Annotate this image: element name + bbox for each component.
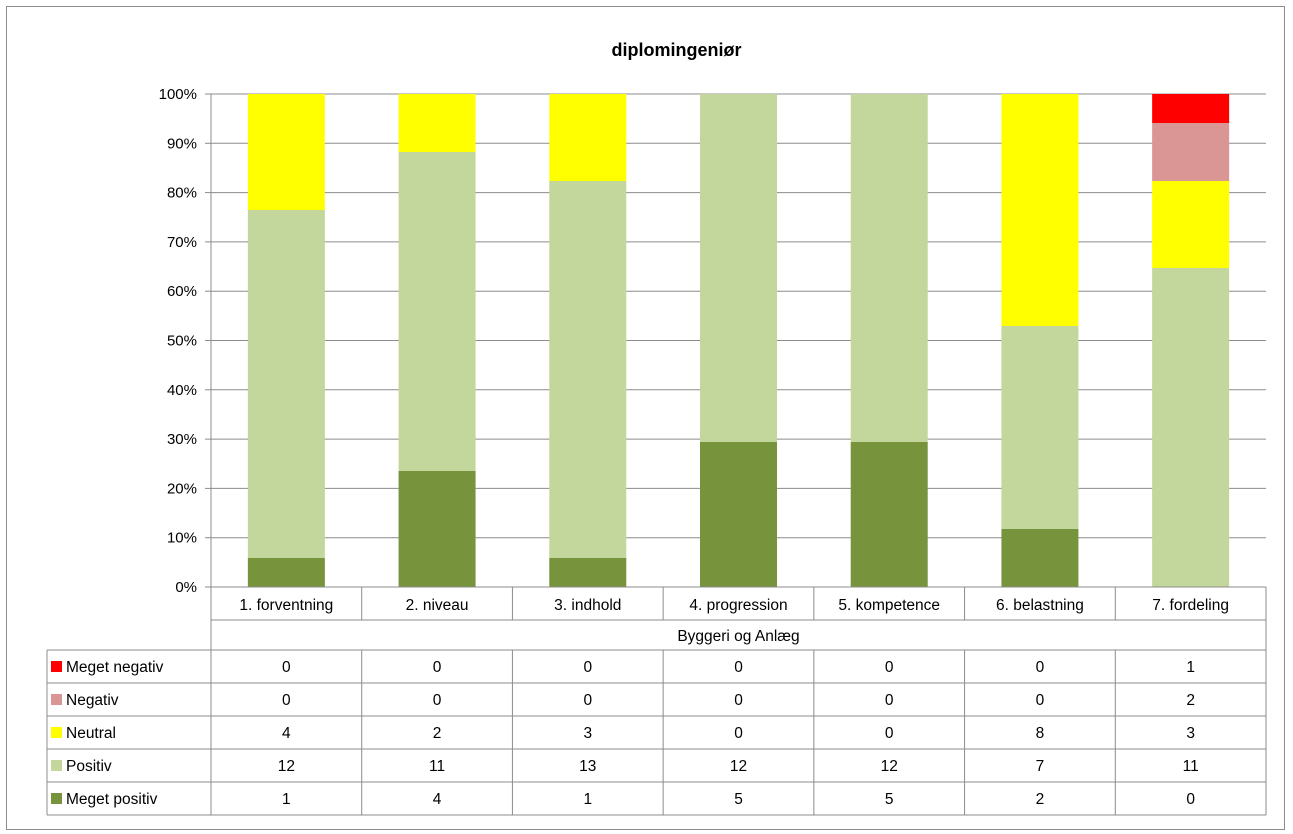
- y-tick-label: 70%: [167, 234, 197, 251]
- legend-label: Positiv: [66, 758, 112, 775]
- table-cell-value: 0: [282, 692, 291, 709]
- table-cell-value: 0: [583, 692, 592, 709]
- bar-segment: [398, 471, 476, 587]
- table-cell-value: 5: [734, 791, 743, 808]
- y-tick-label: 10%: [167, 530, 197, 547]
- bar-segment: [850, 94, 928, 442]
- bar-segment: [398, 152, 476, 471]
- bar-segment: [700, 94, 777, 442]
- category-label: 1. forventning: [239, 597, 333, 614]
- table-cell-value: 4: [433, 791, 442, 808]
- category-label: 6. belastning: [996, 597, 1084, 614]
- bar-segment: [1152, 94, 1230, 123]
- y-tick-label: 0%: [175, 579, 197, 596]
- table-cell-value: 13: [579, 758, 596, 775]
- table-cell-value: 1: [282, 791, 291, 808]
- table-cell-value: 2: [1186, 692, 1195, 709]
- legend-key: [51, 760, 62, 771]
- y-tick-label: 100%: [159, 86, 197, 103]
- y-tick-label: 40%: [167, 382, 197, 399]
- table-cell-value: 12: [730, 758, 747, 775]
- category-label: 5. kompetence: [838, 597, 940, 614]
- bar-segment: [1152, 123, 1230, 181]
- table-cell-value: 1: [1186, 659, 1195, 676]
- bar-segment: [549, 181, 627, 558]
- y-tick-label: 90%: [167, 135, 197, 152]
- table-cell-value: 0: [734, 692, 743, 709]
- legend-label: Meget negativ: [66, 659, 164, 676]
- bar-segment: [549, 94, 627, 181]
- chart-frame: diplomingeniør 0% 10% 20% 30% 40% 50% 60% 70% 80%…: [6, 6, 1285, 830]
- bar-segment: [247, 94, 325, 210]
- y-tick-label: 20%: [167, 480, 197, 497]
- table-cell-value: 0: [734, 659, 743, 676]
- category-label: 7. fordeling: [1152, 597, 1229, 614]
- stacked-bar-chart: diplomingeniør 0% 10% 20% 30% 40% 50% 60% 70% 80%…: [46, 40, 1267, 816]
- table-cell-value: 12: [881, 758, 898, 775]
- legend-key: [51, 727, 62, 738]
- bar-segment: [1152, 181, 1230, 268]
- table-cell-value: 8: [1036, 725, 1045, 742]
- bar-segment: [1001, 326, 1079, 529]
- bar-segment: [1152, 268, 1230, 587]
- table-cell-value: 1: [583, 791, 592, 808]
- table-cell-value: 4: [282, 725, 291, 742]
- bar-segment: [850, 442, 928, 587]
- table-cell-value: 11: [1183, 758, 1199, 775]
- y-tick-label: 60%: [167, 283, 197, 300]
- bar-segment: [247, 558, 325, 587]
- table-cell-value: 0: [583, 659, 592, 676]
- table-cell-value: 3: [583, 725, 592, 742]
- chart-title: diplomingeniør: [612, 40, 742, 60]
- table-cell-value: 5: [885, 791, 894, 808]
- y-tick-label: 50%: [167, 333, 197, 350]
- bar-segment: [398, 94, 476, 152]
- y-tick-label: 30%: [167, 431, 197, 448]
- table-cell-value: 0: [282, 659, 291, 676]
- bar-segment: [247, 210, 325, 558]
- table-cell-value: 7: [1036, 758, 1045, 775]
- table-cell-value: 11: [429, 758, 445, 775]
- bar-segment: [1001, 94, 1079, 326]
- bar-segment: [549, 558, 627, 587]
- category-label: 3. indhold: [554, 597, 621, 614]
- legend-key: [51, 694, 62, 705]
- legend-label: Negativ: [66, 692, 119, 709]
- legend-key: [51, 793, 62, 804]
- y-tick-label: 80%: [167, 185, 197, 202]
- table-cell-value: 0: [885, 659, 894, 676]
- table-cell-value: 0: [433, 692, 442, 709]
- table-cell-value: 0: [885, 725, 894, 742]
- table-cell-value: 0: [1036, 659, 1045, 676]
- legend-key: [51, 661, 62, 672]
- table-cell-value: 0: [1186, 791, 1195, 808]
- category-label: 2. niveau: [406, 597, 469, 614]
- table-cell-value: 0: [885, 692, 894, 709]
- legend-label: Meget positiv: [66, 791, 158, 808]
- table-cell-value: 12: [278, 758, 295, 775]
- table-cell-value: 0: [1036, 692, 1045, 709]
- table-cell-value: 0: [433, 659, 442, 676]
- table-cell-value: 2: [433, 725, 442, 742]
- table-cell-value: 2: [1036, 791, 1045, 808]
- group-label: Byggeri og Anlæg: [677, 628, 799, 645]
- category-label: 4. progression: [689, 597, 787, 614]
- legend-label: Neutral: [66, 725, 116, 742]
- bar-segment: [1001, 529, 1079, 587]
- bar-segment: [700, 442, 777, 587]
- table-cell-value: 3: [1186, 725, 1195, 742]
- table-cell-value: 0: [734, 725, 743, 742]
